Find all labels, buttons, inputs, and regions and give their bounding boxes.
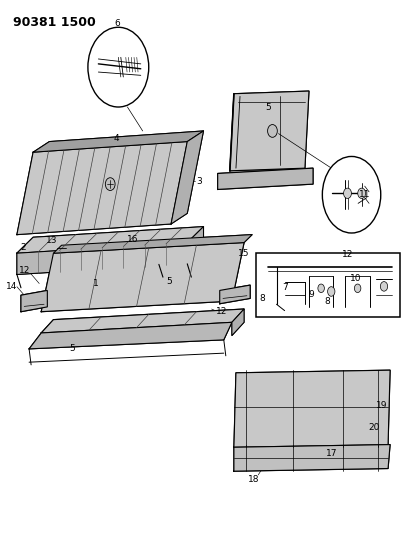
Text: 18: 18 xyxy=(248,475,260,483)
Text: 10: 10 xyxy=(350,274,361,283)
Polygon shape xyxy=(41,243,244,312)
Circle shape xyxy=(88,27,149,107)
Text: 17: 17 xyxy=(326,449,337,458)
Text: 12: 12 xyxy=(216,307,228,316)
Polygon shape xyxy=(17,142,187,235)
Text: 8: 8 xyxy=(324,296,330,305)
Polygon shape xyxy=(220,285,250,304)
Text: 1: 1 xyxy=(93,279,99,288)
Text: 5: 5 xyxy=(166,277,172,286)
Polygon shape xyxy=(234,370,390,447)
Circle shape xyxy=(322,157,381,233)
Text: 7: 7 xyxy=(282,283,287,292)
FancyBboxPatch shape xyxy=(256,253,400,317)
Polygon shape xyxy=(41,309,244,333)
Circle shape xyxy=(328,287,335,296)
Polygon shape xyxy=(234,445,390,471)
Polygon shape xyxy=(53,235,252,253)
Text: 9: 9 xyxy=(308,290,314,299)
Polygon shape xyxy=(21,290,47,312)
Text: 3: 3 xyxy=(197,177,202,186)
Polygon shape xyxy=(33,131,204,152)
Text: 5: 5 xyxy=(69,344,74,353)
Text: 14: 14 xyxy=(7,282,18,291)
Text: 5: 5 xyxy=(265,102,271,111)
Text: 90381 1500: 90381 1500 xyxy=(13,15,96,29)
Text: 19: 19 xyxy=(376,401,388,410)
Circle shape xyxy=(358,188,365,198)
Polygon shape xyxy=(171,131,204,224)
Polygon shape xyxy=(218,168,313,189)
Circle shape xyxy=(105,177,115,190)
Text: 12: 12 xyxy=(19,266,30,275)
Text: 16: 16 xyxy=(127,236,138,245)
Polygon shape xyxy=(187,227,204,264)
Circle shape xyxy=(354,284,361,293)
Text: 8: 8 xyxy=(259,294,265,303)
Text: 6: 6 xyxy=(114,19,120,28)
Text: 2: 2 xyxy=(20,243,26,252)
Polygon shape xyxy=(232,309,244,336)
Text: 20: 20 xyxy=(368,423,380,432)
Circle shape xyxy=(344,188,351,198)
Circle shape xyxy=(318,284,324,293)
Text: 4: 4 xyxy=(114,134,119,143)
Polygon shape xyxy=(17,243,187,274)
Polygon shape xyxy=(17,227,204,253)
Circle shape xyxy=(267,125,277,138)
Text: 15: 15 xyxy=(239,249,250,258)
Polygon shape xyxy=(29,322,232,349)
Circle shape xyxy=(381,281,387,291)
Text: 12: 12 xyxy=(342,250,353,259)
Text: 13: 13 xyxy=(46,237,57,246)
Text: 11: 11 xyxy=(359,190,371,199)
Polygon shape xyxy=(230,91,309,171)
